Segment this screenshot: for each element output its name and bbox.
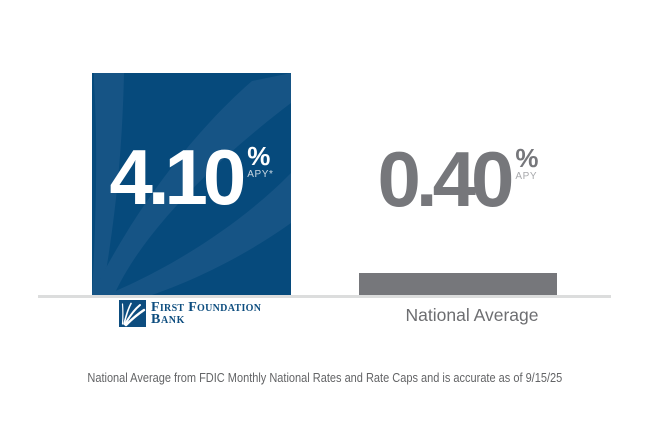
national-rate-value-group: 0.40 % APY (355, 140, 561, 218)
national-rate-value: 0.40 (377, 135, 515, 223)
first-foundation-bank-logo: First Foundation Bank (119, 300, 261, 327)
ffb-percent-sign: % (247, 141, 271, 171)
logo-name-line2: Bank (151, 312, 185, 327)
national-percent-sign: % (515, 143, 539, 173)
footnote-text: National Average from FDIC Monthly Natio… (87, 371, 563, 385)
national-average-label: National Average (405, 305, 539, 325)
ffb-rate-bar (92, 73, 291, 295)
national-rate-bar (359, 273, 557, 295)
swoosh-pattern (92, 73, 291, 295)
national-rate-superscript: % APY (515, 145, 538, 182)
logo-wordmark: First Foundation Bank (151, 300, 262, 327)
logo-swoosh-icon (119, 300, 146, 327)
national-apy-label: APY (515, 171, 538, 182)
ffb-rate-value-group: 4.10 % APY* (92, 138, 291, 216)
ffb-apy-label: APY* (247, 169, 274, 180)
footnote: National Average from FDIC Monthly Natio… (0, 369, 650, 387)
baseline-axis (38, 295, 611, 298)
ffb-rate-value: 4.10 (109, 133, 246, 221)
ffb-rate-superscript: % APY* (247, 143, 273, 180)
logo-name-line1: First Foundation (151, 300, 262, 315)
